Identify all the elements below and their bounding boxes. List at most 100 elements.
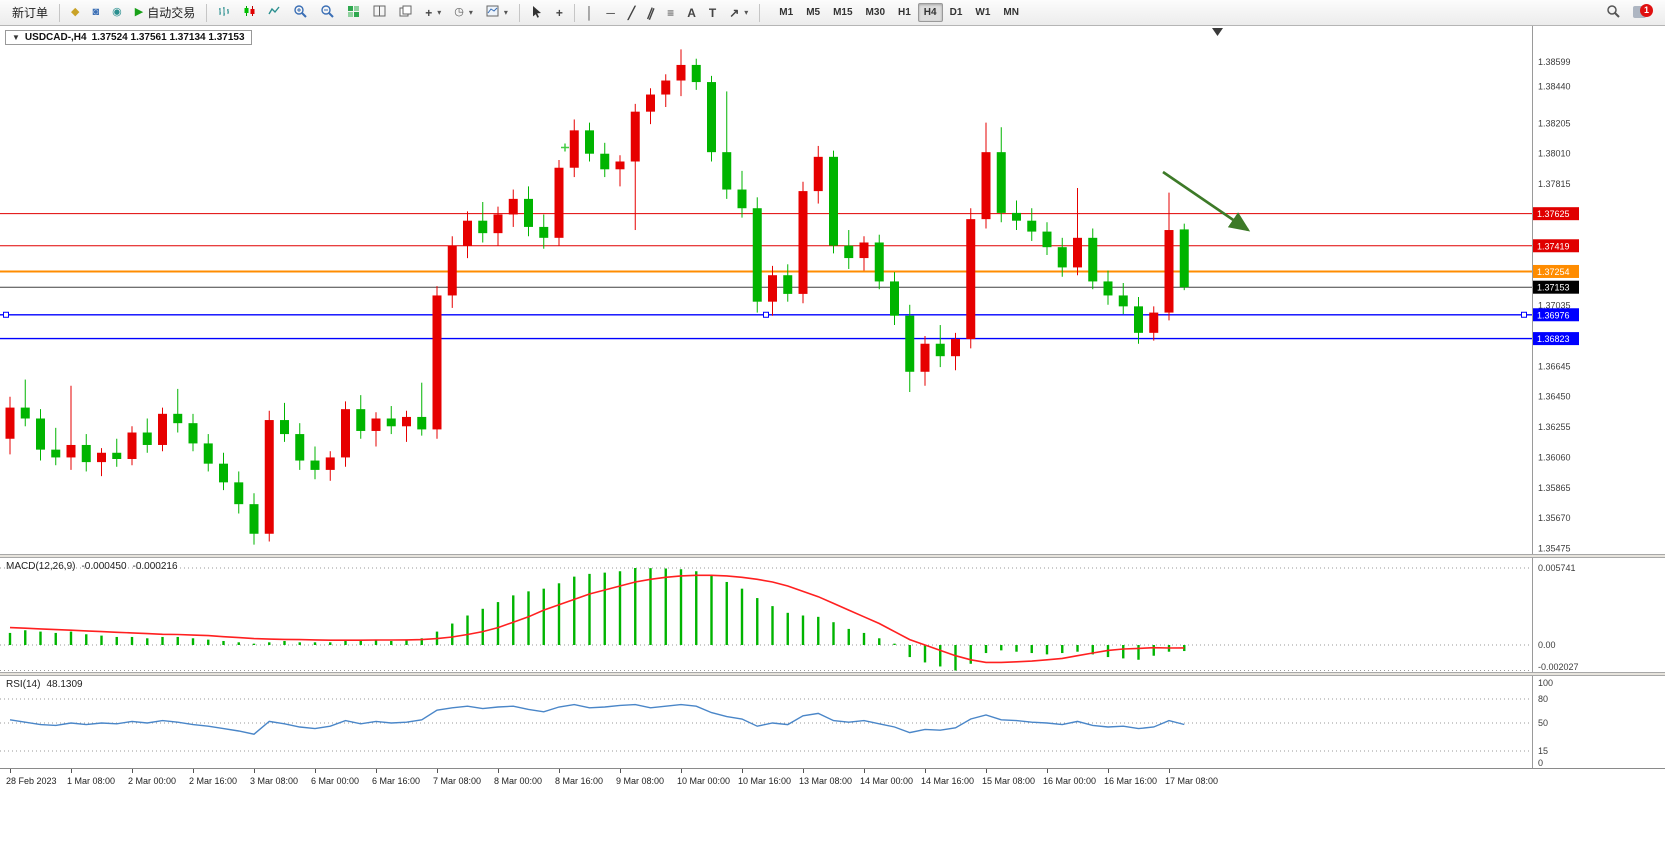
trendline-button[interactable]: ╱ bbox=[622, 2, 641, 24]
price-axis-label: 1.36255 bbox=[1538, 422, 1571, 432]
community-button[interactable]: ◉ bbox=[106, 2, 128, 24]
toolbar-separator bbox=[573, 3, 575, 22]
profiles-button[interactable]: ◙ bbox=[86, 2, 105, 24]
candle-body bbox=[874, 242, 884, 282]
new-chart-button[interactable]: + ▾ bbox=[419, 2, 447, 24]
symbols-button[interactable]: ◆ bbox=[65, 2, 85, 24]
label-tool-button[interactable]: T bbox=[703, 2, 722, 24]
candle-body bbox=[66, 444, 76, 458]
templates-button[interactable]: ▾ bbox=[480, 2, 514, 24]
macd-axis-label: 0.00 bbox=[1538, 640, 1556, 650]
candle-body bbox=[554, 167, 564, 238]
autotrade-label: 自动交易 bbox=[147, 6, 196, 20]
zoom-in-icon bbox=[293, 4, 307, 21]
timeframe-m5[interactable]: M5 bbox=[800, 3, 826, 22]
rsi-chart-canvas[interactable]: 100 80 50 15 0 bbox=[0, 676, 1665, 768]
new-order-button[interactable]: 新订单 bbox=[6, 2, 54, 24]
fibonacci-button[interactable]: ≡ bbox=[661, 2, 680, 24]
timeframe-mn[interactable]: MN bbox=[997, 3, 1025, 22]
rsi-axis-label: 80 bbox=[1538, 694, 1548, 704]
price-chart-canvas[interactable]: 1.38599 1.38440 1.38205 1.38010 1.37815 1.370… bbox=[0, 26, 1665, 554]
candle-body bbox=[829, 156, 838, 246]
time-axis-label: 14 Mar 00:00 bbox=[860, 776, 914, 786]
time-axis-label: 7 Mar 08:00 bbox=[433, 776, 482, 786]
candle-body bbox=[768, 275, 777, 302]
timeframe-m30[interactable]: M30 bbox=[860, 3, 891, 22]
chart-line-button[interactable] bbox=[262, 2, 286, 24]
timeframe-m1[interactable]: M1 bbox=[773, 3, 799, 22]
time-axis-tick bbox=[742, 769, 743, 773]
time-axis-tick bbox=[1108, 769, 1109, 773]
crosshair-button[interactable]: + bbox=[550, 2, 569, 24]
time-axis-label: 15 Mar 08:00 bbox=[982, 776, 1036, 786]
time-axis-tick bbox=[803, 769, 804, 773]
candle-body bbox=[508, 198, 518, 215]
candle-body bbox=[890, 281, 899, 316]
line-drag-handle[interactable] bbox=[1521, 311, 1527, 318]
timeframe-d1[interactable]: D1 bbox=[944, 3, 969, 22]
candle-body bbox=[752, 208, 762, 302]
line-drag-handle[interactable] bbox=[763, 311, 769, 318]
chart-shift-marker[interactable] bbox=[1212, 28, 1223, 36]
macd-chart-canvas[interactable]: 0.005741 0.00 -0.002027 bbox=[0, 558, 1665, 672]
zoom-out-button[interactable] bbox=[314, 2, 340, 24]
candle-body bbox=[127, 432, 137, 459]
vertical-line-button[interactable]: │ bbox=[580, 2, 600, 24]
cursor-button[interactable] bbox=[525, 2, 549, 24]
autotrade-button[interactable]: ▶ 自动交易 bbox=[129, 2, 201, 24]
rsi-axis-label: 100 bbox=[1538, 678, 1553, 688]
price-badge-label: 1.37625 bbox=[1537, 209, 1570, 219]
chart-candles-button[interactable] bbox=[237, 2, 261, 24]
pane-splitter[interactable] bbox=[0, 554, 1665, 558]
notification-badge: 1 bbox=[1640, 3, 1653, 17]
pane-splitter[interactable] bbox=[0, 672, 1665, 676]
time-axis-tick bbox=[315, 769, 316, 773]
candle-body bbox=[203, 443, 213, 464]
price-axis-label: 1.35670 bbox=[1538, 513, 1571, 523]
macd-main-value: -0.000450 bbox=[81, 561, 127, 572]
tile-windows-button[interactable] bbox=[367, 2, 392, 24]
timeframe-m15[interactable]: M15 bbox=[827, 3, 858, 22]
search-button[interactable] bbox=[1600, 2, 1626, 24]
price-pane: 1.38599 1.38440 1.38205 1.38010 1.37815 1.370… bbox=[0, 26, 1665, 554]
time-axis-label: 10 Mar 16:00 bbox=[738, 776, 792, 786]
candle-body bbox=[386, 418, 396, 427]
timeframe-h4[interactable]: H4 bbox=[917, 3, 943, 22]
notifications-button[interactable]: 1 bbox=[1627, 2, 1659, 24]
main-toolbar: 新订单 ◆ ◙ ◉ ▶ 自动交易 + ▾ ◷ ▾ bbox=[0, 0, 1665, 26]
notifications-icon: 1 bbox=[1633, 3, 1653, 22]
macd-pane: 0.005741 0.00 -0.002027 MACD(12,26,9) -0.0… bbox=[0, 558, 1665, 672]
candle-body bbox=[569, 130, 579, 168]
price-badge-label: 1.37419 bbox=[1537, 241, 1570, 251]
time-axis-label: 16 Mar 00:00 bbox=[1043, 776, 1097, 786]
time-axis-label: 16 Mar 16:00 bbox=[1104, 776, 1158, 786]
time-axis-tick bbox=[925, 769, 926, 773]
collapse-icon[interactable]: ▼ bbox=[12, 33, 20, 42]
candle-body bbox=[783, 275, 793, 294]
time-axis[interactable]: 28 Feb 2023 1 Mar 08:00 2 Mar 00:00 2 Mar 1… bbox=[0, 768, 1665, 792]
time-axis-label: 8 Mar 16:00 bbox=[555, 776, 604, 786]
candle-body bbox=[463, 220, 472, 246]
time-axis-label: 2 Mar 16:00 bbox=[189, 776, 238, 786]
macd-signal-line bbox=[9, 574, 1185, 664]
fibonacci-icon: ≡ bbox=[667, 5, 675, 20]
chart-ohlc-label: 1.37524 1.37561 1.37134 1.37153 bbox=[91, 32, 245, 43]
arrows-tool-button[interactable]: ↗ ▾ bbox=[723, 2, 754, 24]
periods-button[interactable]: ◷ ▾ bbox=[448, 2, 479, 24]
chart-title-box[interactable]: ▼ USDCAD-,H4 1.37524 1.37561 1.37134 1.3… bbox=[5, 30, 252, 45]
trend-arrow-annotation[interactable] bbox=[1162, 170, 1251, 232]
time-axis-tick bbox=[1047, 769, 1048, 773]
candle-body bbox=[1027, 220, 1037, 232]
text-tool-button[interactable]: A bbox=[681, 2, 702, 24]
candle-body bbox=[1134, 306, 1143, 333]
horizontal-line-button[interactable]: ─ bbox=[600, 2, 621, 24]
zoom-in-button[interactable] bbox=[287, 2, 313, 24]
line-drag-handle[interactable] bbox=[3, 311, 9, 318]
timeframe-h1[interactable]: H1 bbox=[892, 3, 917, 22]
timeframe-w1[interactable]: W1 bbox=[969, 3, 996, 22]
channel-button[interactable]: ∥ bbox=[642, 2, 660, 24]
chart-bars-button[interactable] bbox=[212, 2, 236, 24]
cascade-windows-button[interactable] bbox=[393, 2, 418, 24]
candle-body bbox=[478, 220, 488, 234]
indicators-button[interactable] bbox=[341, 2, 366, 24]
